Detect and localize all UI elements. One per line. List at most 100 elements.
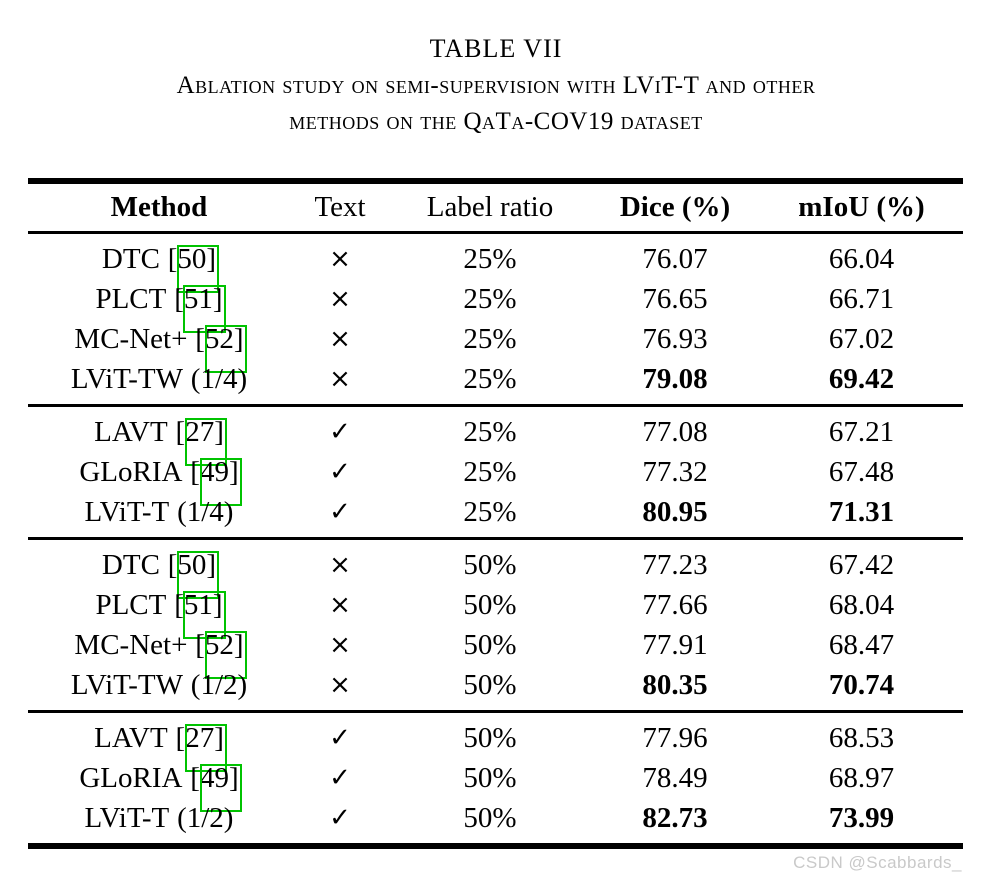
col-header-label-ratio: Label ratio — [426, 190, 554, 223]
dice-cell: 80.35 — [642, 668, 708, 701]
method-cell: LViT-T (1/2) — [28, 798, 290, 846]
text-mark: × — [329, 283, 351, 314]
text-mark: ✓ — [329, 496, 351, 527]
text-mark: ✓ — [329, 762, 351, 793]
dice-cell: 77.23 — [642, 548, 708, 581]
citation-link[interactable]: [27] — [175, 721, 228, 772]
method-cell: LViT-TW (1/4) — [28, 359, 290, 406]
miou-cell: 68.97 — [828, 761, 895, 794]
group-25pct-no-text: DTC [50] × 25% 76.07 66.04 PLCT [51] × 25%… — [28, 232, 963, 405]
citation-link[interactable]: [51] — [174, 282, 226, 333]
citation-link[interactable]: [52] — [195, 322, 247, 373]
miou-cell: 66.04 — [828, 242, 895, 275]
method-variant: (1/4) — [190, 362, 248, 395]
citation-link[interactable]: [49] — [190, 455, 242, 506]
dice-cell: 77.32 — [642, 455, 708, 488]
label-ratio-cell: 50% — [463, 801, 517, 834]
dice-cell: 77.66 — [642, 588, 708, 621]
dice-cell: 77.08 — [642, 415, 708, 448]
method-variant: (1/2) — [190, 668, 248, 701]
label-ratio-cell: 25% — [463, 415, 517, 448]
label-ratio-cell: 50% — [463, 721, 517, 754]
method-cell: GLoRIA [49] — [28, 452, 290, 506]
table-row: PLCT [51] × 25% 76.65 66.71 — [28, 279, 963, 333]
dice-cell: 76.93 — [642, 322, 708, 355]
miou-cell: 67.02 — [828, 322, 895, 355]
label-ratio-cell: 50% — [463, 761, 517, 794]
text-mark: × — [329, 363, 351, 394]
text-mark: × — [329, 323, 351, 354]
table-row: LViT-TW (1/4) × 25% 79.08 69.42 — [28, 359, 963, 406]
dice-cell: 79.08 — [642, 362, 708, 395]
caption-line-1: Ablation study on semi-supervision with … — [176, 72, 816, 99]
miou-cell: 68.04 — [828, 588, 895, 621]
table-row: LViT-T (1/2) ✓ 50% 82.73 73.99 — [28, 798, 963, 846]
table-row: LAVT [27] ✓ 25% 77.08 67.21 — [28, 405, 963, 466]
miou-cell: 67.48 — [828, 455, 895, 488]
table-row: LViT-T (1/4) ✓ 25% 80.95 71.31 — [28, 492, 963, 539]
label-ratio-cell: 25% — [463, 362, 517, 395]
method-cell: PLCT [51] — [28, 585, 290, 639]
miou-cell: 67.21 — [828, 415, 895, 448]
table-row: GLoRIA [49] ✓ 25% 77.32 67.48 — [28, 452, 963, 506]
method-cell: LViT-TW (1/2) — [28, 665, 290, 712]
text-mark: ✓ — [329, 722, 351, 753]
citation-link[interactable]: [27] — [175, 415, 228, 466]
method-cell: LAVT [27] — [28, 711, 290, 772]
method-name: LViT-T — [84, 801, 170, 834]
method-name: LViT-TW — [70, 362, 183, 395]
miou-cell: 70.74 — [828, 668, 895, 701]
text-mark: × — [329, 589, 351, 620]
text-mark: ✓ — [329, 416, 351, 447]
label-ratio-cell: 50% — [463, 588, 517, 621]
label-ratio-cell: 25% — [463, 455, 517, 488]
dice-cell: 76.07 — [642, 242, 708, 275]
method-variant: (1/4) — [177, 495, 234, 528]
table-title: TABLE VII — [429, 34, 563, 63]
method-name: MC-Net+ — [74, 628, 188, 661]
label-ratio-cell: 25% — [463, 282, 517, 315]
method-name: LViT-TW — [70, 668, 183, 701]
dice-cell: 77.91 — [642, 628, 708, 661]
group-50pct-with-text: LAVT [27] ✓ 50% 77.96 68.53 GLoRIA [49] ✓ … — [28, 711, 963, 846]
text-mark: ✓ — [329, 802, 351, 833]
table-row: DTC [50] × 50% 77.23 67.42 — [28, 538, 963, 599]
text-mark: ✓ — [329, 456, 351, 487]
method-cell: MC-Net+ [52] — [28, 625, 290, 679]
dice-cell: 80.95 — [642, 495, 708, 528]
method-name: MC-Net+ — [74, 322, 188, 355]
miou-cell: 73.99 — [828, 801, 895, 834]
miou-cell: 68.47 — [828, 628, 895, 661]
group-50pct-no-text: DTC [50] × 50% 77.23 67.42 PLCT [51] × 50%… — [28, 538, 963, 711]
caption-line-2: methods on the QaTa-COV19 dataset — [289, 108, 703, 135]
citation-link[interactable]: [52] — [195, 628, 247, 679]
label-ratio-cell: 25% — [463, 322, 517, 355]
method-cell: PLCT [51] — [28, 279, 290, 333]
col-header-method: Method — [110, 190, 208, 223]
table-row: PLCT [51] × 50% 77.66 68.04 — [28, 585, 963, 639]
citation-link[interactable]: [49] — [190, 761, 242, 812]
table-row: MC-Net+ [52] × 50% 77.91 68.47 — [28, 625, 963, 679]
table-row: GLoRIA [49] ✓ 50% 78.49 68.97 — [28, 758, 963, 812]
dice-cell: 77.96 — [642, 721, 708, 754]
method-cell: LAVT [27] — [28, 405, 290, 466]
method-cell: GLoRIA [49] — [28, 758, 290, 812]
citation-link[interactable]: [50] — [167, 242, 220, 293]
label-ratio-cell: 25% — [463, 495, 517, 528]
table-row: MC-Net+ [52] × 25% 76.93 67.02 — [28, 319, 963, 373]
method-name: PLCT — [95, 282, 167, 315]
citation-link[interactable]: [50] — [167, 548, 220, 599]
table-caption: Ablation study on semi-supervision with … — [0, 68, 992, 140]
text-mark: × — [329, 629, 351, 660]
col-header-miou: mIoU (%) — [798, 190, 925, 223]
text-mark: × — [329, 243, 351, 274]
table-row: DTC [50] × 25% 76.07 66.04 — [28, 232, 963, 293]
header-row: Method Text Label ratio Dice (%) mIoU (%… — [28, 181, 963, 232]
citation-link[interactable]: [51] — [174, 588, 226, 639]
dice-cell: 82.73 — [642, 801, 708, 834]
results-table: Method Text Label ratio Dice (%) mIoU (%… — [28, 178, 963, 849]
method-name: DTC — [101, 548, 160, 581]
dice-cell: 78.49 — [642, 761, 708, 794]
dice-cell: 76.65 — [642, 282, 708, 315]
method-name: LViT-T — [84, 495, 170, 528]
